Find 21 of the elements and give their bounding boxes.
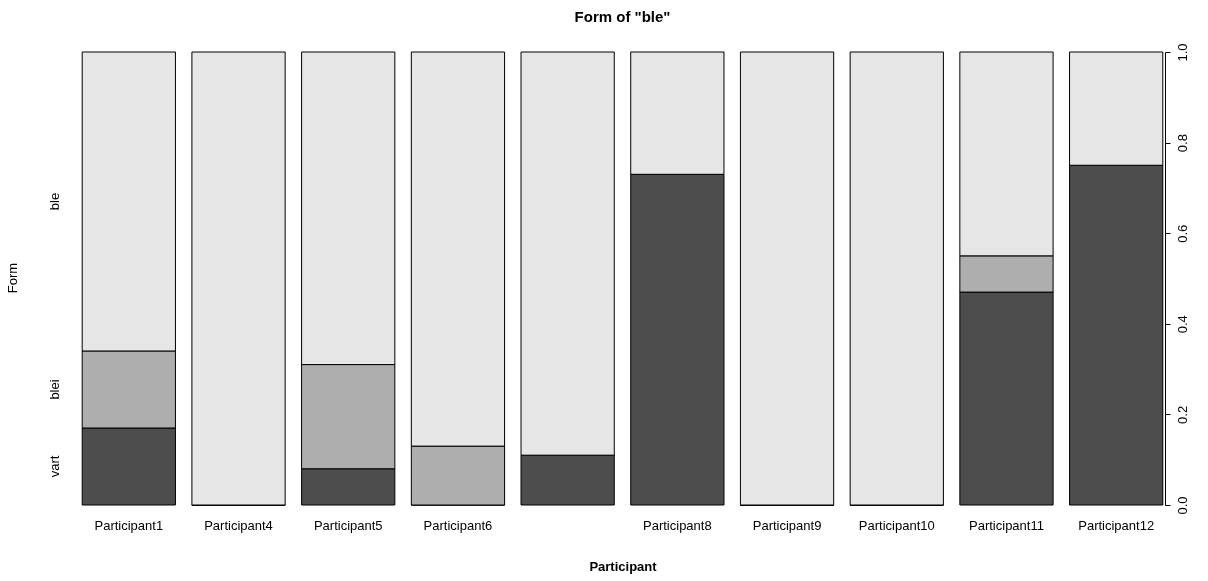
x-tick-label: Participant10 <box>858 517 935 533</box>
y-tick-label: 0.2 <box>1174 405 1190 424</box>
text: ble <box>47 192 62 211</box>
x-tick-label: Participant1 <box>94 517 164 533</box>
y-tick-label: 1.0 <box>1174 43 1190 62</box>
x-tick-label: Participant5 <box>313 517 383 533</box>
x-tick-label: Participant9 <box>752 517 822 533</box>
x-tick-label: Participant11 <box>969 517 1044 533</box>
chart-title: Form of "ble" <box>574 7 671 25</box>
x-tick-label: Participant4 <box>204 517 273 533</box>
text: blei <box>47 379 62 400</box>
x-tick-label: Participant6 <box>423 517 493 533</box>
text: vart <box>47 455 62 478</box>
x-axis-title: Participant <box>589 558 658 574</box>
y-tick-label: 0.6 <box>1174 224 1190 243</box>
x-tick-label: Participant8 <box>643 517 712 533</box>
y-axis-title: Form <box>5 262 20 294</box>
y-tick-label: 0.8 <box>1174 134 1190 153</box>
x-tick-label: Participant12 <box>1078 517 1155 533</box>
y-tick-label: 0.4 <box>1174 315 1190 334</box>
y-tick-label: 0.0 <box>1174 496 1190 515</box>
